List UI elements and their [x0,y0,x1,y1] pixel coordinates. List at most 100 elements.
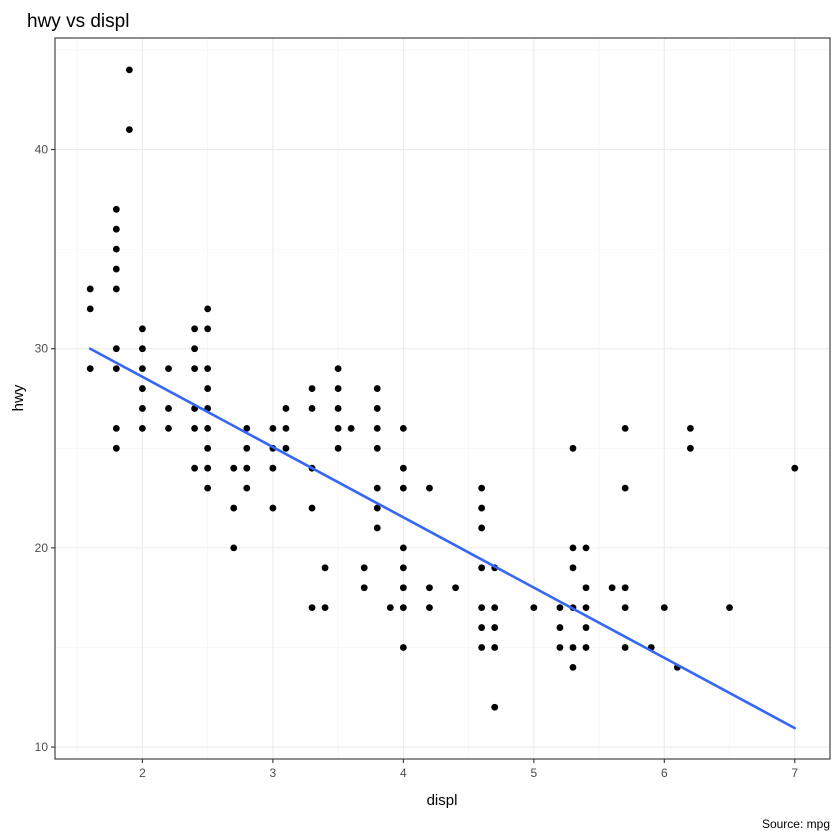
data-point [582,544,590,552]
data-point [334,405,342,412]
data-point [399,564,407,572]
data-point [373,444,381,452]
data-point [373,385,381,392]
data-point [243,424,251,432]
data-point [582,644,590,651]
data-point [556,644,564,651]
data-point [478,484,486,492]
data-point [308,405,316,412]
data-point [426,604,433,612]
data-point [112,225,120,233]
data-point [478,624,486,631]
data-point [399,464,407,472]
data-point [204,484,212,492]
data-point [191,424,199,432]
data-point [269,424,277,432]
data-point [112,424,120,432]
data-point [230,464,238,472]
data-point [308,604,316,612]
x-axis: 2 3 4 5 6 7 [139,759,798,780]
grid [55,38,830,759]
data-point [165,365,172,373]
data-point [269,504,277,512]
points-layer [86,66,799,711]
data-point [556,624,564,631]
data-point [530,604,538,612]
data-point [686,424,694,432]
chart-title: hwy vs displ [27,11,129,32]
data-point [86,305,94,313]
fit-line-layer [88,347,797,730]
data-point [230,544,238,552]
data-point [491,644,499,651]
data-point [125,66,133,74]
data-point [165,424,172,432]
data-point [386,604,394,612]
data-point [204,424,212,432]
data-point [491,624,499,631]
data-point [621,644,629,651]
data-point [426,484,433,492]
data-point [569,644,577,651]
data-point [726,604,733,612]
data-point [569,544,577,552]
y-tick-label: 40 [35,143,49,157]
x-tick-label: 6 [661,766,668,780]
data-point [282,444,290,452]
data-point [204,325,212,333]
data-point [204,385,212,392]
data-point [282,424,290,432]
data-point [791,464,799,472]
data-point [452,584,459,592]
data-point [478,564,486,572]
data-point [321,604,329,612]
data-point [112,245,120,253]
data-point [112,444,120,452]
data-point [373,524,381,532]
data-point [86,285,94,293]
data-point [399,644,407,651]
data-point [269,464,277,472]
data-point [243,484,251,492]
data-point [478,644,486,651]
x-axis-title: displ [427,792,458,809]
data-point [478,504,486,512]
trend-line [88,347,797,730]
data-point [621,604,629,612]
plot-panel-border [54,37,831,760]
data-point [139,345,146,353]
chart-caption: Source: mpg [762,817,830,831]
data-point [321,564,329,572]
data-point [621,424,629,432]
data-point [230,504,238,512]
data-point [360,584,368,592]
data-point [334,424,342,432]
y-axis-title: hwy [10,384,27,411]
data-point [165,405,172,412]
data-point [282,405,290,412]
data-point [204,444,212,452]
data-point [426,584,433,592]
data-point [243,444,251,452]
data-point [139,325,146,333]
y-tick-label: 10 [35,740,49,754]
data-point [569,663,577,671]
data-point [686,444,694,452]
data-point [373,484,381,492]
data-point [582,624,590,631]
data-point [569,444,577,452]
data-point [308,385,316,392]
data-point [582,584,590,592]
data-point [347,424,355,432]
data-point [399,424,407,432]
data-point [139,385,146,392]
data-point [308,504,316,512]
data-point [191,325,199,333]
data-point [191,345,199,353]
data-point [112,285,120,293]
data-point [621,584,629,592]
data-point [478,524,486,532]
data-point [112,205,120,213]
data-point [334,444,342,452]
